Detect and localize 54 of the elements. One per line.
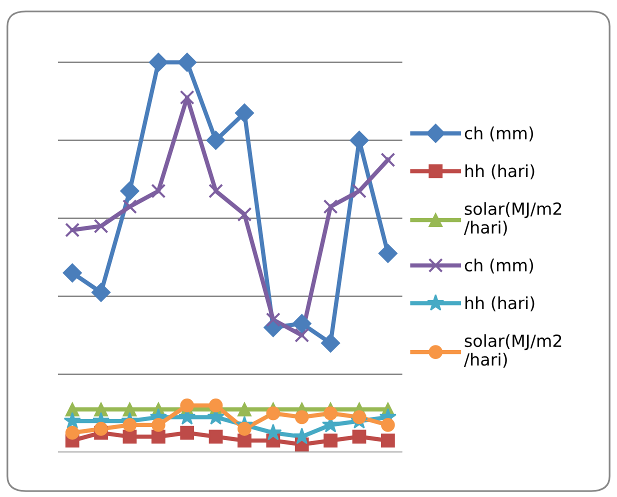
point (323, 199, 338, 214)
point (380, 434, 395, 448)
point (180, 90, 194, 105)
point (180, 426, 194, 440)
legend-label: ch (mm) (464, 126, 534, 142)
point (122, 402, 137, 416)
point (208, 398, 223, 412)
point (92, 282, 111, 302)
point (238, 422, 252, 436)
point (293, 428, 310, 444)
point (380, 418, 395, 432)
point (151, 430, 166, 444)
point (65, 222, 80, 238)
legend-label: ch (mm) (464, 258, 534, 274)
point (324, 406, 338, 420)
point (238, 434, 252, 448)
point (120, 181, 140, 201)
point (94, 422, 108, 436)
point (238, 402, 252, 416)
point (378, 244, 398, 263)
point (352, 410, 366, 424)
point (151, 418, 166, 432)
point (65, 402, 80, 416)
legend-label: solar(MJ/m2 /hari) (464, 202, 562, 236)
point (266, 312, 280, 327)
point (178, 52, 197, 72)
point (94, 218, 108, 234)
legend-label: hh (hari) (465, 296, 534, 312)
point (324, 434, 338, 448)
point (65, 426, 80, 440)
point (208, 430, 223, 444)
point (292, 314, 312, 334)
point (64, 412, 81, 429)
legend-label: hh (hari) (465, 164, 534, 180)
point (94, 402, 108, 416)
point (321, 334, 340, 353)
point (122, 430, 137, 444)
point (180, 398, 194, 412)
point (380, 152, 396, 168)
point (294, 328, 310, 343)
point (294, 410, 309, 424)
point (206, 130, 226, 150)
point (352, 184, 367, 198)
point (62, 263, 82, 282)
point (352, 430, 366, 444)
point (122, 199, 138, 214)
point (234, 104, 254, 123)
point (148, 52, 168, 72)
point (122, 418, 137, 432)
legend-label: solar(MJ/m2 /hari) (464, 334, 562, 368)
point (208, 184, 224, 198)
point (237, 207, 252, 222)
point (266, 406, 280, 420)
point (151, 184, 166, 198)
